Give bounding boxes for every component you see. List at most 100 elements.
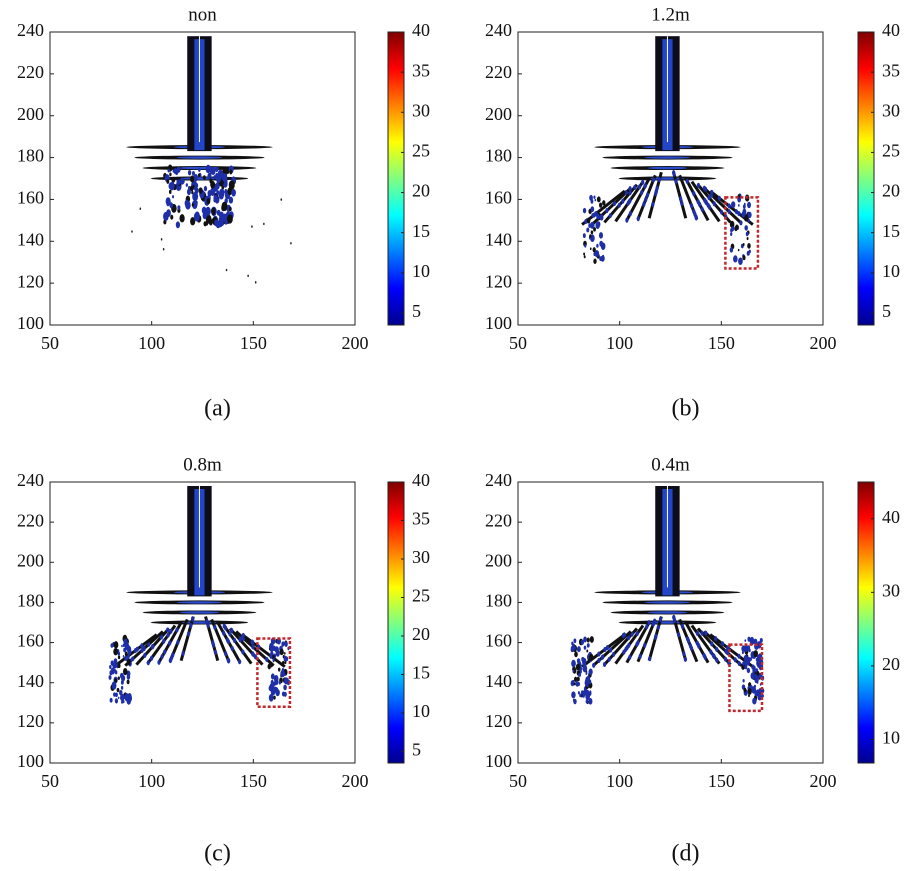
flow-blob [150, 644, 155, 650]
x-tick-label: 200 [810, 333, 837, 353]
flow-blob [191, 203, 194, 207]
colorbar-tick-label: 25 [412, 586, 430, 606]
colorbar [387, 31, 405, 326]
flow-blob [205, 164, 211, 174]
colorbar-tick-label: 20 [882, 181, 900, 201]
flow-blob [214, 219, 219, 227]
flow-blob [224, 651, 228, 657]
flow-blob [571, 691, 576, 699]
flow-blob [628, 186, 632, 192]
flow-blob [247, 274, 249, 278]
flow-blob [108, 675, 112, 680]
flow-blob [575, 681, 579, 687]
flow-blob [221, 201, 228, 212]
flow-blob [139, 207, 142, 210]
branch-core [179, 611, 220, 614]
y-tick-label: 180 [485, 591, 512, 611]
flow-blob [115, 699, 118, 704]
flow-blob [213, 194, 218, 202]
flow-blob [171, 176, 176, 183]
flow-blob [117, 663, 121, 669]
panel-title: 1.2m [651, 4, 690, 25]
flow-blob [221, 185, 225, 190]
flow-blob [625, 217, 629, 223]
panel-caption: (a) [204, 396, 231, 422]
flow-blob [203, 185, 208, 192]
colorbar-tick-label: 30 [882, 100, 900, 120]
flow-blob [723, 656, 728, 662]
flow-blob [120, 685, 124, 690]
flow-blob [191, 616, 195, 622]
flow-blob [745, 231, 749, 237]
flow-blob [748, 648, 751, 653]
flow-blob [225, 268, 228, 272]
panel-title: non [188, 4, 217, 25]
flow-blob [282, 660, 285, 665]
y-tick-label: 100 [485, 313, 512, 333]
flow-blob [593, 258, 597, 264]
flow-blob [582, 233, 586, 238]
flow-blob [230, 627, 234, 633]
flow-blob [600, 242, 606, 250]
flow-blob [160, 654, 164, 660]
panel-caption: (c) [204, 841, 231, 867]
flow-blob [700, 206, 704, 212]
flow-blob [602, 200, 606, 206]
flow-blob [617, 202, 621, 208]
flow-blob [270, 679, 274, 685]
flow-blob [265, 656, 269, 662]
flow-blob [597, 657, 601, 664]
flow-blob [715, 657, 719, 663]
flow-blob [241, 649, 245, 655]
flow-blob [191, 200, 198, 210]
flow-blob [206, 622, 210, 629]
flow-blob [651, 201, 655, 207]
flow-blob [642, 201, 646, 207]
flow-blob [186, 188, 191, 196]
flow-blob [231, 189, 236, 197]
flow-blob [140, 643, 144, 649]
x-tick-label: 50 [41, 771, 59, 791]
flow-blob [579, 693, 582, 698]
flow-blob [628, 211, 633, 217]
flow-blob [193, 212, 200, 222]
y-tick-label: 180 [17, 591, 44, 611]
flow-blob [117, 696, 120, 700]
flow-blob [749, 657, 752, 661]
branch-core [647, 611, 688, 614]
flow-blob [633, 184, 637, 190]
flow-blob [572, 698, 575, 702]
flow-blob [211, 187, 216, 195]
flow-blob [692, 190, 696, 197]
flow-blob [273, 695, 276, 700]
flow-blob [120, 674, 126, 682]
flow-blob [169, 628, 173, 634]
flow-blob [203, 221, 207, 227]
panel-caption: (d) [672, 841, 700, 867]
flow-blob [750, 672, 755, 680]
flow-blob [612, 200, 617, 206]
colorbar-tick-label: 40 [412, 20, 430, 40]
flow-blob [592, 662, 596, 668]
flow-blob [588, 653, 594, 662]
flow-blob [181, 650, 185, 656]
flow-blob [270, 673, 275, 680]
flow-blob [122, 654, 125, 658]
flow-blob [624, 189, 628, 196]
highlight-box [728, 643, 764, 713]
flow-blob [712, 201, 716, 207]
colorbar-tick-label: 15 [882, 221, 900, 241]
flow-arm [636, 174, 657, 220]
flow-blob [635, 630, 639, 637]
flow-blob [710, 641, 714, 647]
flow-blob [686, 636, 690, 642]
flow-field [126, 36, 292, 284]
y-tick-label: 200 [17, 550, 44, 570]
flow-blob [645, 624, 649, 630]
y-tick-label: 220 [17, 62, 44, 82]
flow-blob [283, 652, 286, 655]
flow-blob [596, 196, 601, 203]
flow-blob [179, 177, 185, 185]
x-tick-label: 200 [342, 771, 369, 791]
flow-blob [168, 640, 172, 646]
